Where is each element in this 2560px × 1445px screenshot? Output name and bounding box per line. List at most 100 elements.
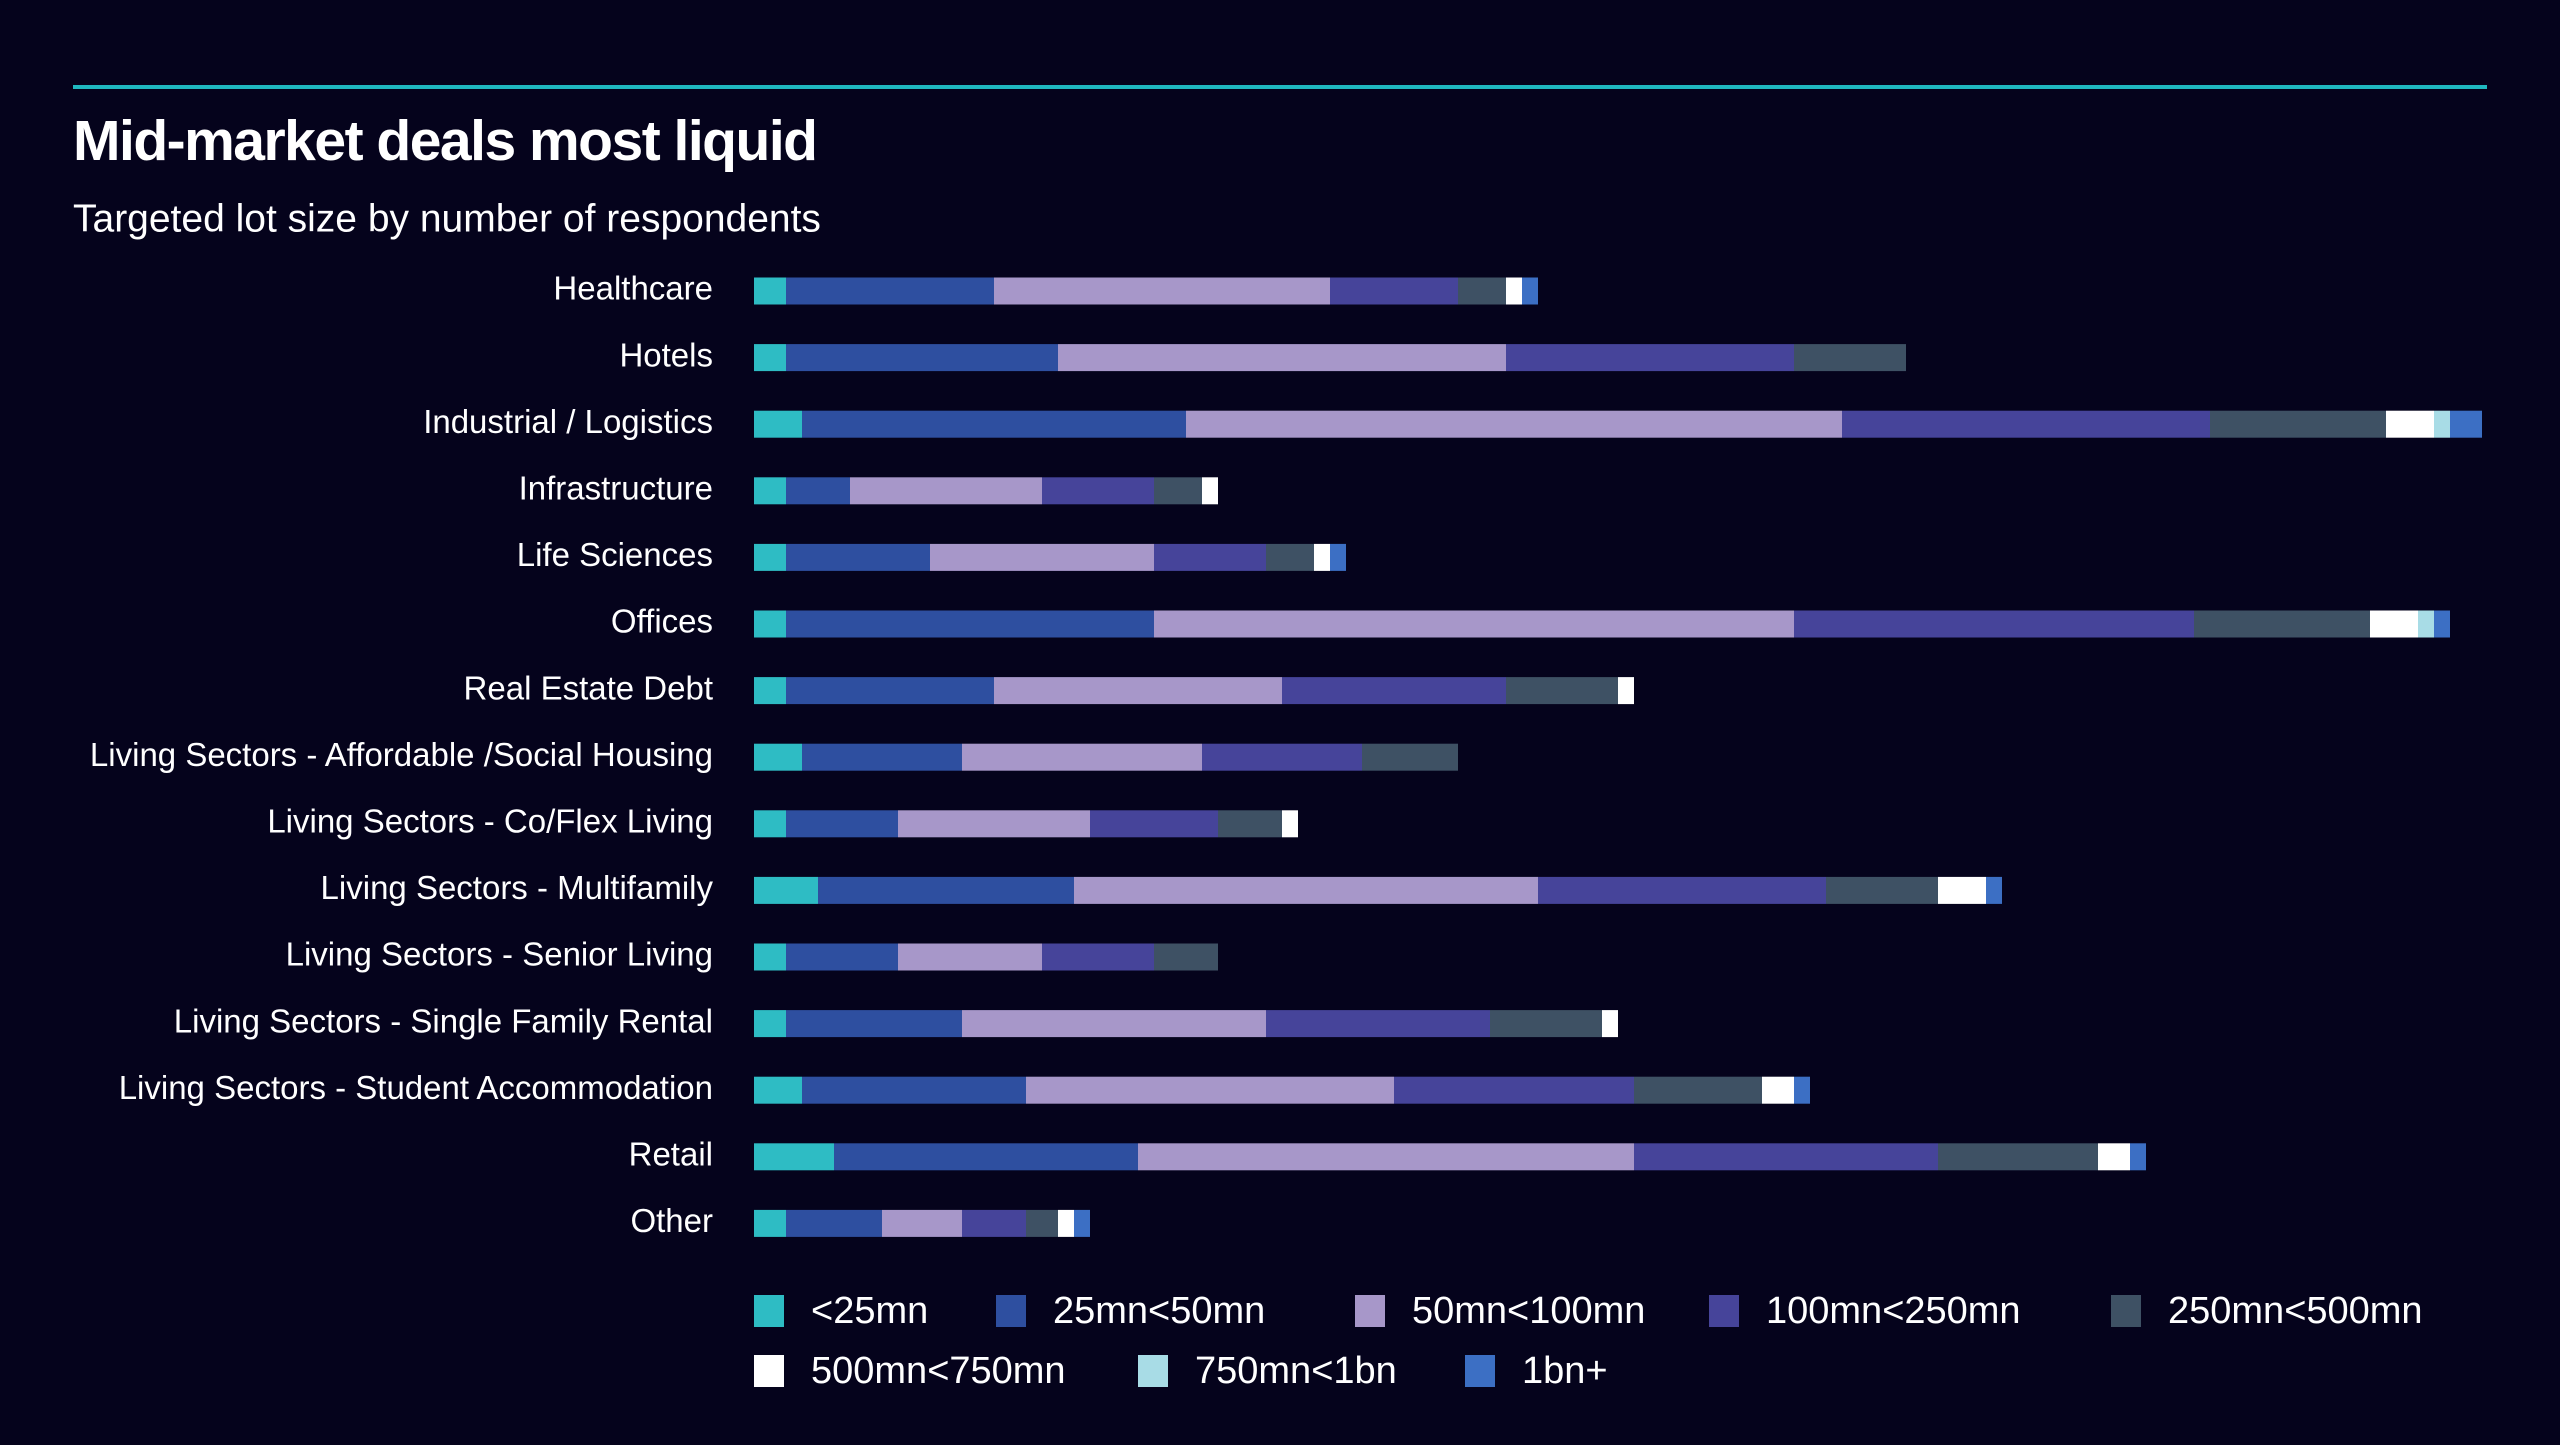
bar-segment (1074, 876, 1538, 904)
bar-segment (2098, 1143, 2130, 1171)
bar-segment (1490, 1010, 1602, 1038)
bar-segment (1394, 1076, 1634, 1104)
category-label: Living Sectors - Multifamily (321, 869, 714, 906)
bar-segment (1522, 277, 1538, 305)
bar-segment (2434, 610, 2450, 638)
bar-segment (2194, 610, 2370, 638)
legend-swatch (1465, 1355, 1495, 1387)
legend-label: 100mn<250mn (1766, 1290, 2021, 1332)
legend-label: 500mn<750mn (811, 1350, 1066, 1392)
bar-segment (1154, 477, 1202, 505)
bar-segment (994, 677, 1282, 705)
bar-segment (754, 477, 786, 505)
bar-segment (2418, 610, 2434, 638)
category-label: Life Sciences (517, 536, 713, 573)
legend-swatch (754, 1295, 784, 1327)
bar-segment (1282, 677, 1506, 705)
category-label: Living Sectors - Co/Flex Living (267, 803, 713, 840)
category-label: Other (630, 1202, 713, 1239)
bar-segment (786, 810, 898, 838)
bar-segment (802, 743, 962, 771)
bar-segment (1938, 1143, 2098, 1171)
bar-segment (754, 743, 802, 771)
legend-label: 25mn<50mn (1053, 1290, 1265, 1332)
bar-segment (1154, 610, 1794, 638)
bar-segment (754, 1076, 802, 1104)
legend-label: 1bn+ (1522, 1350, 1608, 1392)
bar-segment (2386, 410, 2434, 438)
bar-segment (818, 876, 1074, 904)
legend-swatch (2111, 1295, 2141, 1327)
legend-swatch (754, 1355, 784, 1387)
bar-segment (1506, 344, 1794, 372)
bar-segment (786, 543, 930, 571)
category-label: Healthcare (553, 270, 713, 307)
bar-segment (786, 1209, 882, 1237)
bar-segment (1266, 543, 1314, 571)
chart-title: Mid-market deals most liquid (73, 109, 816, 173)
legend-swatch (1138, 1355, 1168, 1387)
bar-segment (1138, 1143, 1634, 1171)
bar-segment (786, 344, 1058, 372)
bar-segment (1794, 344, 1906, 372)
bar-segment (1282, 810, 1298, 838)
bar-segment (1842, 410, 2210, 438)
category-label: Hotels (619, 336, 713, 373)
bar-segment (2130, 1143, 2146, 1171)
bar-segment (2370, 610, 2418, 638)
bar-segment (1826, 876, 1938, 904)
category-label: Living Sectors - Single Family Rental (174, 1002, 713, 1039)
bar-segment (962, 1010, 1266, 1038)
bar-segment (754, 876, 818, 904)
bar-segment (1458, 277, 1506, 305)
bar-segment (962, 1209, 1026, 1237)
legend-swatch (1709, 1295, 1739, 1327)
bar-segment (754, 543, 786, 571)
bar-segment (2434, 410, 2450, 438)
bar-segment (1506, 677, 1618, 705)
bar-segment (754, 677, 786, 705)
bar-segment (1186, 410, 1842, 438)
bar-segment (1218, 810, 1282, 838)
category-label: Real Estate Debt (464, 669, 713, 706)
bar-segment (1938, 876, 1986, 904)
category-label: Infrastructure (519, 470, 713, 507)
category-label: Offices (611, 603, 713, 640)
legend-swatch (996, 1295, 1026, 1327)
bar-segment (786, 1010, 962, 1038)
bar-segment (1154, 943, 1218, 971)
bar-segment (1266, 1010, 1490, 1038)
bar-segment (754, 1209, 786, 1237)
bar-segment (1362, 743, 1458, 771)
bar-segment (1794, 1076, 1810, 1104)
legend-swatch (1355, 1295, 1385, 1327)
bar-segment (1042, 943, 1154, 971)
bar-segment (834, 1143, 1138, 1171)
bar-segment (754, 344, 786, 372)
bar-segment (754, 277, 786, 305)
legend-label: <25mn (811, 1290, 928, 1332)
bar-segment (1154, 543, 1266, 571)
bar-segment (802, 410, 1186, 438)
bar-segment (786, 477, 850, 505)
bar-segment (1330, 543, 1346, 571)
bar-segment (1058, 1209, 1074, 1237)
bar-segment (754, 410, 802, 438)
bar-segment (786, 277, 994, 305)
bar-segment (754, 1010, 786, 1038)
bar-segment (1202, 743, 1362, 771)
legend-label: 50mn<100mn (1412, 1290, 1645, 1332)
bar-segment (898, 810, 1090, 838)
bar-segment (1986, 876, 2002, 904)
bar-segment (754, 610, 786, 638)
bar-segment (786, 610, 1154, 638)
bar-segment (850, 477, 1042, 505)
legend-label: 750mn<1bn (1195, 1350, 1397, 1392)
bar-segment (1634, 1143, 1938, 1171)
bar-segment (1090, 810, 1218, 838)
category-label: Living Sectors - Senior Living (286, 936, 713, 973)
bar-segment (786, 943, 898, 971)
bar-segment (2450, 410, 2482, 438)
bar-segment (786, 677, 994, 705)
